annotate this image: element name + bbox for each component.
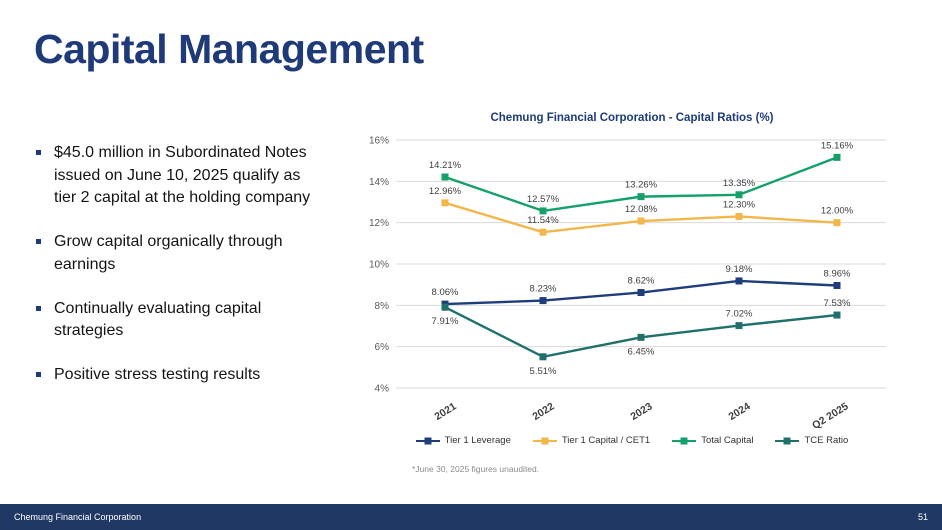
- svg-text:8%: 8%: [375, 301, 390, 312]
- svg-text:8.62%: 8.62%: [628, 276, 655, 287]
- svg-text:2024: 2024: [726, 400, 752, 423]
- svg-text:8.06%: 8.06%: [432, 287, 459, 298]
- svg-text:4%: 4%: [375, 384, 390, 395]
- legend-item-tce-ratio: TCE Ratio: [775, 435, 848, 446]
- chart-title: Chemung Financial Corporation - Capital …: [490, 112, 774, 124]
- svg-text:13.26%: 13.26%: [625, 180, 658, 191]
- chart-footnote: *June 30, 2025 figures unaudited.: [412, 464, 540, 474]
- svg-text:12%: 12%: [369, 218, 389, 229]
- svg-text:9.18%: 9.18%: [726, 264, 753, 275]
- bullet-marker-icon: [36, 239, 41, 245]
- legend-marker-icon: [415, 437, 440, 444]
- legend-label: Tier 1 Capital / CET1: [561, 435, 651, 446]
- legend-marker-icon: [532, 437, 557, 444]
- legend-marker-icon: [672, 437, 697, 444]
- bullet-item: Continually evaluating capital strategie…: [36, 298, 312, 343]
- svg-text:8.23%: 8.23%: [530, 284, 557, 295]
- svg-text:7.91%: 7.91%: [432, 316, 459, 327]
- footer-company: Chemung Financial Corporation: [14, 512, 142, 522]
- svg-text:15.16%: 15.16%: [821, 140, 854, 151]
- footer-page-number: 51: [917, 512, 928, 522]
- legend-item-tier-1-leverage: Tier 1 Leverage: [415, 435, 511, 446]
- svg-text:Q2 2025: Q2 2025: [810, 400, 851, 428]
- svg-text:6%: 6%: [375, 342, 390, 353]
- svg-text:2023: 2023: [628, 400, 654, 423]
- legend-label: Total Capital: [701, 435, 754, 446]
- svg-text:2022: 2022: [530, 400, 556, 423]
- bullet-item: Grow capital organically through earning…: [36, 231, 312, 276]
- svg-text:7.53%: 7.53%: [824, 298, 851, 309]
- page-title: Capital Management: [34, 26, 424, 72]
- svg-text:12.00%: 12.00%: [821, 206, 854, 217]
- svg-text:13.35%: 13.35%: [723, 178, 756, 189]
- chart-region: Chemung Financial Corporation - Capital …: [352, 112, 912, 474]
- legend-item-tier-1-capital-cet1: Tier 1 Capital / CET1: [532, 435, 651, 446]
- bullet-marker-icon: [36, 150, 41, 155]
- svg-text:14.21%: 14.21%: [429, 160, 462, 171]
- svg-text:6.45%: 6.45%: [628, 346, 655, 357]
- svg-text:12.96%: 12.96%: [429, 186, 462, 197]
- bullet-text: $45.0 million in Subordinated Notes issu…: [54, 144, 311, 207]
- bullet-item: Positive stress testing results: [36, 364, 312, 387]
- svg-text:12.57%: 12.57%: [527, 194, 560, 205]
- svg-text:8.96%: 8.96%: [824, 268, 851, 279]
- svg-text:14%: 14%: [369, 177, 389, 188]
- footer-bar: Chemung Financial Corporation 51: [0, 504, 942, 530]
- bullet-item: $45.0 million in Subordinated Notes issu…: [36, 142, 312, 210]
- svg-text:2021: 2021: [432, 400, 458, 423]
- svg-text:12.30%: 12.30%: [723, 199, 756, 210]
- bullet-text: Continually evaluating capital strategie…: [54, 299, 262, 340]
- legend-label: TCE Ratio: [804, 435, 849, 446]
- svg-text:12.08%: 12.08%: [625, 204, 658, 215]
- bullet-marker-icon: [36, 305, 41, 311]
- chart-legend: Tier 1 Leverage Tier 1 Capital / CET1 Tota…: [352, 435, 912, 446]
- bullet-text: Positive stress testing results: [54, 366, 261, 384]
- svg-text:11.54%: 11.54%: [527, 215, 559, 226]
- legend-item-total-capital: Total Capital: [672, 435, 753, 446]
- bullet-list: $45.0 million in Subordinated Notes issu…: [36, 142, 312, 408]
- svg-text:5.51%: 5.51%: [530, 366, 557, 377]
- legend-label: Tier 1 Leverage: [444, 435, 511, 446]
- legend-marker-icon: [775, 437, 800, 444]
- bullet-marker-icon: [36, 372, 41, 378]
- bullet-text: Grow capital organically through earning…: [54, 233, 283, 273]
- svg-text:10%: 10%: [369, 260, 389, 271]
- svg-text:16%: 16%: [369, 136, 389, 147]
- capital-ratios-chart: 4% 6% 8% 10% 12% 14% 16% 2021 2022 2023 2024 Q2 202…: [369, 136, 886, 432]
- svg-text:7.02%: 7.02%: [726, 309, 753, 320]
